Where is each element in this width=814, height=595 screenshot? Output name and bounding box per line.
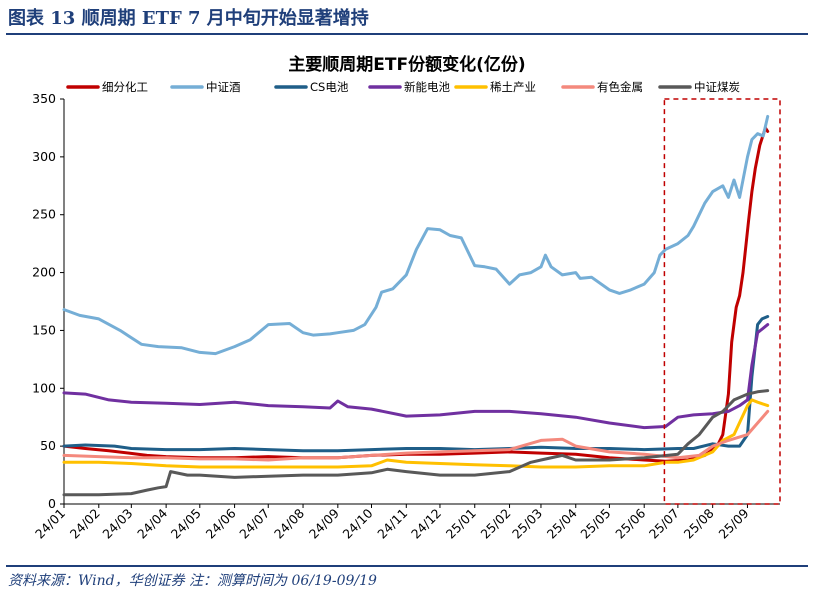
y-tick-label: 200 [32, 265, 56, 280]
x-tick-label: 24/10 [340, 505, 376, 541]
bottom-rule [6, 565, 808, 567]
x-tick-label: 25/01 [443, 506, 479, 542]
series-line [62, 315, 770, 453]
y-tick-label: 350 [32, 91, 56, 106]
legend-label: 中证煤炭 [694, 80, 740, 94]
legend-label: 中证酒 [206, 80, 241, 94]
legend: 细分化工 中证酒 CS电池 新能电池 稀土产业 有色金属 中证煤炭 [66, 80, 740, 94]
x-tick-label: 24/02 [67, 506, 103, 542]
y-tick-label: 0 [48, 496, 56, 511]
x-tick-label: 25/04 [544, 505, 580, 541]
x-tick-label: 24/03 [99, 506, 135, 542]
x-tick-label: 25/06 [612, 505, 648, 541]
plot-area [62, 98, 781, 505]
x-tick-label: 25/07 [646, 506, 682, 542]
legend-label: 有色金属 [597, 80, 643, 94]
top-rule [6, 33, 808, 35]
x-tick-label: 24/05 [168, 506, 204, 542]
chart-title: 主要顺周期ETF份额变化(亿份) [288, 54, 525, 75]
x-tick-label: 25/02 [478, 506, 514, 542]
y-tick-label: 300 [32, 149, 56, 164]
legend-label: 稀土产业 [490, 80, 536, 94]
figure-title: 图表 13 顺周期 ETF 7 月中旬开始显著增持 [8, 8, 369, 29]
x-tick-label: 25/03 [509, 506, 545, 542]
y-tick-label: 50 [40, 438, 56, 453]
legend-label: 细分化工 [102, 80, 148, 94]
x-tick-label: 24/12 [408, 506, 444, 542]
x-tick-label: 24/08 [271, 505, 307, 541]
x-tick-label: 24/09 [306, 505, 342, 541]
source-note: 资料来源：Wind，华创证券 注：测算时间为 06/19-09/19 [8, 573, 377, 589]
x-tick-label: 24/06 [203, 505, 239, 541]
series-line [62, 114, 770, 356]
highlight-box [663, 98, 781, 505]
x-tick-label: 24/04 [134, 505, 170, 541]
series-line [62, 398, 770, 469]
axes: 05010015020025030035024/0124/0224/0324/0… [32, 91, 780, 542]
y-tick-label: 150 [32, 322, 56, 337]
x-tick-label: 25/05 [577, 506, 613, 542]
legend-label: CS电池 [310, 80, 349, 94]
x-tick-label: 25/08 [681, 505, 717, 541]
x-tick-label: 25/09 [715, 505, 751, 541]
legend-label: 新能电池 [404, 80, 450, 94]
series-line [62, 126, 770, 463]
y-tick-label: 250 [32, 207, 56, 222]
series-line [62, 323, 770, 430]
series-line [62, 389, 770, 497]
x-tick-label: 24/07 [236, 506, 272, 542]
x-tick-label: 24/11 [374, 506, 410, 542]
y-tick-label: 100 [32, 380, 56, 395]
chart-canvas: 主要顺周期ETF份额变化(亿份) 细分化工 中证酒 CS电池 新能电池 稀土产业 有色金属… [32, 54, 781, 542]
series-line [62, 409, 770, 462]
